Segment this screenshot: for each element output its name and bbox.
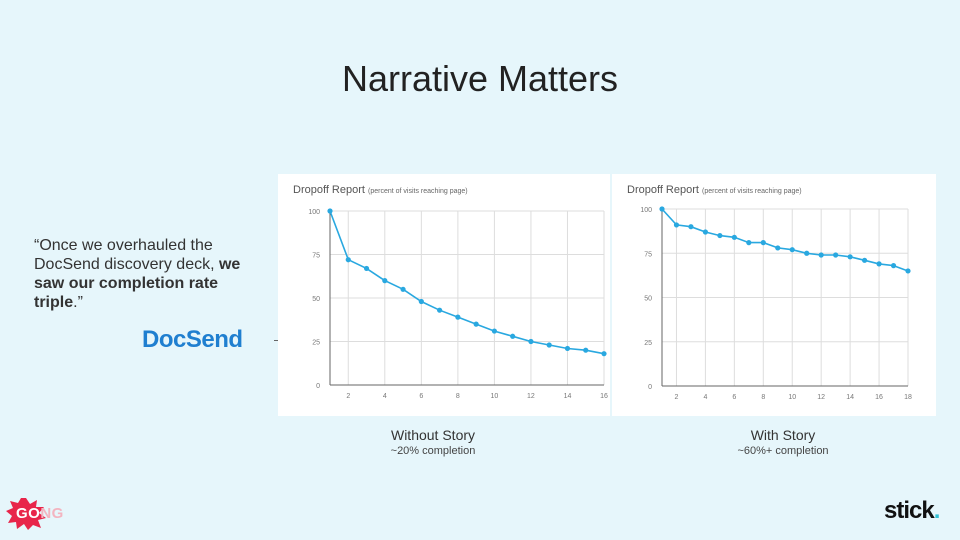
x-tick-label: 8: [761, 394, 765, 401]
chart-title-main: Dropoff Report: [293, 184, 365, 196]
chart-title: Dropoff Report (percent of visits reachi…: [293, 184, 468, 196]
x-tick-label: 10: [788, 394, 796, 401]
data-point: [491, 328, 497, 334]
data-point: [688, 224, 694, 230]
caption-title: With Story: [750, 427, 816, 443]
data-point: [861, 257, 868, 263]
data-point: [473, 321, 479, 327]
y-tick-label: 50: [312, 296, 320, 303]
stick-logo-dot: .: [933, 497, 941, 524]
stick-logo-text: stick: [884, 497, 935, 524]
chart-panel-with-story: Dropoff Report (percent of visits reachi…: [612, 174, 936, 416]
data-point: [789, 247, 795, 253]
data-point: [564, 345, 571, 352]
x-tick-label: 2: [346, 393, 350, 400]
gong-burst-icon: [6, 498, 46, 530]
x-tick-label: 16: [875, 394, 883, 401]
page-title: Narrative Matters: [341, 58, 619, 99]
data-point: [583, 347, 589, 353]
caption-without-story: Without Story ~20% completion: [333, 427, 533, 457]
y-tick-label: 100: [640, 207, 652, 214]
data-point: [659, 206, 665, 212]
chart-title-sub: (percent of visits reaching page): [702, 188, 802, 195]
data-point: [418, 298, 424, 305]
y-tick-label: 100: [308, 209, 320, 216]
data-point: [890, 263, 897, 269]
testimonial-quote: “Once we overhauled the DocSend discover…: [34, 236, 244, 312]
gong-logo-text: GONG: [16, 505, 64, 522]
data-point: [746, 240, 752, 246]
x-tick-label: 6: [732, 394, 736, 401]
x-tick-label: 4: [383, 393, 387, 400]
y-tick-label: 50: [644, 296, 652, 303]
x-tick-label: 16: [600, 393, 608, 400]
data-point: [760, 240, 766, 246]
series-line: [661, 208, 909, 272]
quote-close-text: .”: [73, 294, 83, 311]
caption-title: Without Story: [390, 427, 476, 443]
dropoff-chart-with-story: 0 25 50 75 100 2 4 6 8 10 12 14 16 18: [640, 206, 912, 401]
data-point: [400, 286, 406, 292]
series-line: [329, 210, 605, 355]
x-tick-label: 12: [817, 394, 825, 401]
x-tick-label: 4: [703, 394, 707, 401]
x-tick-label: 6: [419, 393, 423, 400]
chart-panel-without-story: Dropoff Report (percent of visits reachi…: [278, 174, 610, 416]
data-point: [847, 254, 853, 260]
y-tick-label: 25: [312, 340, 320, 347]
gong-logo: GONG: [6, 498, 76, 530]
caption-subtitle: ~20% completion: [390, 445, 476, 457]
data-point: [363, 265, 370, 272]
data-point: [327, 208, 333, 214]
x-tick-label: 14: [564, 393, 572, 400]
data-point: [833, 252, 839, 258]
data-point: [905, 268, 911, 274]
data-point: [528, 338, 534, 345]
x-tick-label: 14: [846, 394, 854, 401]
x-tick-label: 10: [491, 393, 499, 400]
x-tick-label: 8: [456, 393, 460, 400]
caption-subtitle: ~60%+ completion: [737, 445, 829, 457]
gong-logo-rest: NG: [40, 505, 64, 522]
x-tick-label: 18: [904, 394, 912, 401]
y-tick-label: 25: [644, 340, 652, 347]
stick-logo: stick.: [884, 497, 941, 525]
data-point: [455, 314, 461, 320]
x-tick-label: 2: [675, 394, 679, 401]
chart-title-main: Dropoff Report: [627, 184, 699, 196]
data-point: [673, 222, 680, 228]
dropoff-chart-without-story: 0 25 50 75 100 2 4 6 8 10 12 14 16: [308, 208, 608, 400]
gong-logo-first: GO: [16, 505, 41, 522]
data-point: [437, 307, 443, 313]
data-point: [818, 252, 824, 258]
data-point: [731, 234, 737, 240]
chart-title-sub: (percent of visits reaching page): [368, 188, 468, 195]
data-point: [702, 229, 709, 235]
quote-bold-text: we saw our completion rate triple: [34, 256, 241, 311]
data-point: [804, 250, 810, 256]
data-point: [345, 257, 351, 263]
data-point: [717, 232, 723, 239]
y-tick-label: 75: [644, 251, 652, 258]
data-point: [546, 342, 552, 348]
y-tick-label: 0: [316, 383, 320, 390]
data-point: [510, 333, 516, 339]
chart-title: Dropoff Report (percent of visits reachi…: [627, 184, 802, 196]
docsend-logo: DocSend: [142, 326, 243, 353]
data-point: [382, 278, 388, 284]
quote-open-text: “Once we overhauled the DocSend discover…: [34, 237, 219, 273]
y-tick-label: 0: [648, 384, 652, 391]
y-tick-label: 75: [312, 253, 320, 260]
data-point: [775, 245, 781, 251]
data-point: [601, 351, 607, 357]
data-point: [876, 261, 882, 267]
x-tick-label: 12: [527, 393, 535, 400]
caption-with-story: With Story ~60%+ completion: [683, 427, 883, 457]
